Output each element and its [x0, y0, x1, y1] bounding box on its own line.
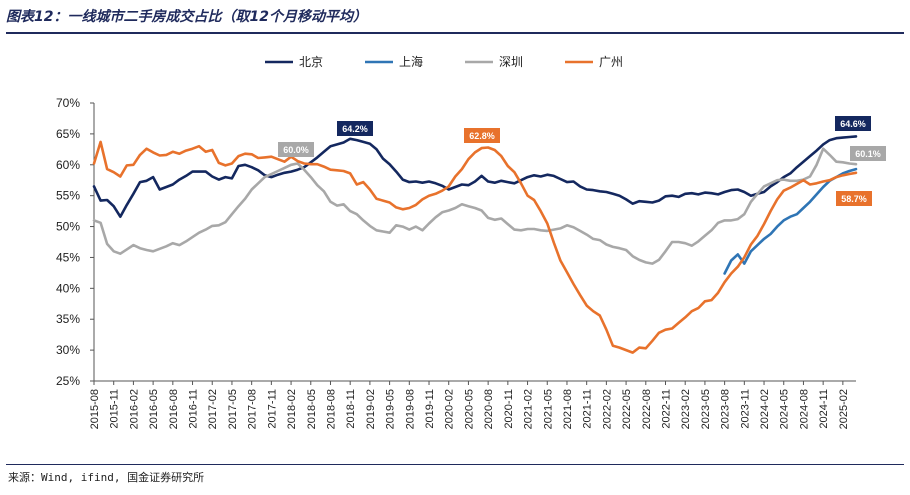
legend-label-1: 上海: [399, 54, 423, 69]
y-tick-label: 55%: [56, 189, 80, 203]
x-tick-label: 2016-05: [148, 389, 160, 429]
data-label-box-2: [464, 128, 500, 143]
x-tick-label: 2025-02: [838, 389, 850, 429]
x-tick-label: 2020-05: [463, 389, 475, 429]
x-tick-label: 2022-11: [661, 389, 673, 429]
x-tick-label: 2018-08: [325, 389, 337, 429]
title-rule: [6, 32, 904, 34]
x-tick-label: 2020-02: [444, 389, 456, 429]
series-line-3: [92, 140, 858, 354]
x-tick-label: 2019-08: [404, 389, 416, 429]
source-note: 来源：Wind, ifind, 国金证券研究所: [8, 471, 205, 484]
x-tick-label: 2021-05: [542, 389, 554, 429]
x-tick-label: 2023-05: [700, 389, 712, 429]
x-tick-label: 2021-08: [562, 389, 574, 429]
x-tick-label: 2023-08: [720, 389, 732, 429]
legend-label-3: 广州: [599, 55, 623, 69]
y-tick-label: 35%: [56, 312, 80, 326]
data-label-2: 62.8%: [469, 131, 495, 141]
y-tick-label: 60%: [56, 158, 80, 172]
data-label-1: 60.0%: [283, 145, 309, 155]
data-label-box-0: [337, 121, 373, 136]
x-tick-label: 2024-02: [759, 389, 771, 429]
x-tick-label: 2015-11: [109, 389, 121, 429]
x-tick-label: 2024-11: [818, 389, 830, 429]
x-tick-label: 2023-02: [680, 389, 692, 429]
x-tick-label: 2018-11: [345, 389, 357, 429]
data-label-4: 60.1%: [855, 149, 881, 159]
x-tick-label: 2017-02: [207, 389, 219, 429]
data-label-box-3: [835, 116, 871, 131]
line-chart: 25% 30% 35% 40% 45% 50% 55% 60% 65% 70% 2015-08 201…: [56, 54, 886, 429]
data-label-0: 64.2%: [342, 124, 368, 134]
x-tick-label: 2017-05: [227, 389, 239, 429]
x-tick-label: 2021-02: [523, 389, 535, 429]
x-tick-label: 2016-02: [128, 389, 140, 429]
legend-label-2: 深圳: [499, 55, 523, 69]
data-label-box-1: [278, 142, 314, 157]
x-tick-label: 2019-05: [385, 389, 397, 429]
data-label-box-4: [850, 146, 886, 161]
x-tick-label: 2017-08: [247, 389, 259, 429]
x-tick-label: 2015-08: [89, 389, 101, 429]
x-tick-label: 2023-11: [739, 389, 751, 429]
x-tick-label: 2024-08: [798, 389, 810, 429]
series-line-0: [92, 135, 858, 218]
x-tick-label: 2024-05: [779, 389, 791, 429]
x-tick-label: 2018-05: [306, 389, 318, 429]
x-tick-label: 2016-11: [188, 389, 200, 429]
data-label-3: 64.6%: [840, 119, 866, 129]
data-label-box-5: [836, 191, 872, 206]
y-tick-label: 50%: [56, 220, 80, 234]
x-tick-label: 2022-02: [601, 389, 613, 429]
x-tick-label: 2020-08: [483, 389, 495, 429]
x-tick-label: 2018-02: [286, 389, 298, 429]
x-tick-label: 2016-08: [168, 389, 180, 429]
legend-label-0: 北京: [299, 55, 323, 69]
x-tick-label: 2021-11: [582, 389, 594, 429]
y-tick-label: 45%: [56, 250, 80, 264]
y-tick-label: 25%: [56, 374, 80, 388]
x-tick-label: 2020-11: [503, 389, 515, 429]
y-tick-label: 40%: [56, 281, 80, 295]
x-tick-label: 2022-05: [621, 389, 633, 429]
x-tick-label: 2019-11: [424, 389, 436, 429]
y-tick-label: 30%: [56, 343, 80, 357]
y-tick-label: 65%: [56, 127, 80, 141]
series-line-2: [92, 147, 858, 265]
footer-rule: [6, 464, 904, 465]
x-tick-label: 2022-08: [641, 389, 653, 429]
x-tick-label: 2017-11: [266, 389, 278, 429]
chart-title: 图表12：一线城市二手房成交占比（取12个月移动平均）: [6, 9, 367, 25]
y-tick-label: 70%: [56, 96, 80, 110]
data-label-5: 58.7%: [841, 194, 867, 204]
x-tick-label: 2019-02: [365, 389, 377, 429]
